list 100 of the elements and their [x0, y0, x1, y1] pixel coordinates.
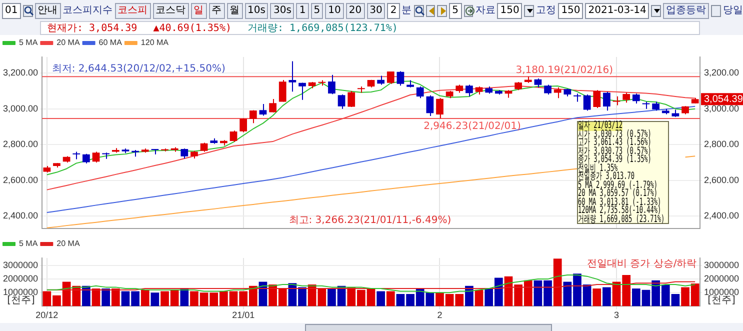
- text: 20: [346, 2, 365, 18]
- legend-label: 20 MA: [56, 239, 80, 248]
- text: 150: [558, 2, 584, 18]
- text: 일: [190, 2, 207, 18]
- candlestick: [161, 148, 168, 152]
- candlestick: [102, 152, 110, 160]
- legend-label: 120 MA: [140, 38, 170, 48]
- annotation: 거래량 1,669,085 (23.71%): [578, 214, 665, 224]
- annotation: 일자 21/03/12: [578, 120, 623, 131]
- bar: [82, 286, 90, 306]
- text: 고정: [536, 4, 556, 18]
- text: 3,054.39: [704, 94, 743, 105]
- annotation: 20 MA 3,059.57 (0.17%): [578, 188, 658, 199]
- annotation: 종가 3,054.39 (1.35%): [578, 154, 652, 165]
- text: 10: [325, 2, 344, 18]
- candlestick: [122, 148, 130, 154]
- x-tick-label: 21/01: [232, 310, 255, 320]
- text: 2: [387, 2, 400, 18]
- candlestick: [554, 86, 562, 99]
- candlestick: [82, 153, 90, 164]
- y-axis-title: [천주]: [7, 294, 35, 306]
- text: 30s: [270, 2, 294, 18]
- text: 현재가: 3,054.39: [47, 22, 138, 35]
- text: 안내: [34, 2, 61, 18]
- text: 5: [310, 2, 324, 18]
- text: 주: [208, 2, 225, 18]
- candlestick: [318, 80, 326, 86]
- y-tick-label: 2,400.00: [2, 210, 38, 221]
- y2-tick-label: 2000000: [704, 274, 740, 284]
- bar: [602, 287, 611, 306]
- y-tick-label: 3,200.00: [2, 68, 38, 78]
- text: 자료: [475, 4, 496, 18]
- candlestick: [574, 93, 581, 102]
- x-tick-label: 2: [437, 310, 442, 320]
- y-tick-label: 3000000: [2, 260, 38, 270]
- candlestick: [298, 82, 306, 100]
- candlestick: [544, 84, 552, 96]
- y2-tick-label: 2,400.00: [704, 210, 740, 221]
- ref-line-label: 2,946.23(21/02/01): [424, 121, 521, 132]
- y-tick-label: 2000000: [2, 274, 38, 284]
- annotation: 시가 3,030.73 (0.57%): [578, 128, 652, 140]
- legend-label: 5 MA: [19, 239, 38, 248]
- y2-tick-label: 3,000.00: [704, 103, 740, 114]
- text: 10s: [244, 2, 268, 18]
- bar: [102, 288, 110, 306]
- candlestick: [446, 90, 454, 99]
- text: 분: [402, 4, 412, 18]
- x-tick-label: 20/12: [36, 310, 58, 320]
- candlestick: [132, 149, 139, 158]
- annotation: 전일대비 증가 상승/하락: [586, 258, 697, 270]
- y2-tick-label: 2,800.00: [704, 139, 740, 150]
- text: 코스피지수: [62, 4, 113, 18]
- candlestick: [43, 166, 51, 173]
- bar: [92, 288, 100, 306]
- x-tick-label: 3: [614, 310, 620, 320]
- bar: [376, 291, 385, 306]
- text: 5: [449, 2, 462, 18]
- ref-line-label: 3,180.19(21/02/16): [516, 65, 614, 76]
- annotation: 최고: 3,266.23(21/01/11,-6.49%): [288, 215, 452, 226]
- legend-label: 60 MA: [98, 38, 123, 48]
- candlestick: [691, 97, 699, 104]
- text: 거래량: 1,669,085(123.71%): [248, 22, 398, 35]
- text: 150: [497, 2, 522, 18]
- annotation: 최저: 2,644.53(20/12/02,+15.50%): [52, 64, 226, 75]
- y2-axis-title: [천주]: [708, 294, 736, 306]
- bar: [474, 290, 484, 306]
- text: 월: [226, 2, 243, 18]
- y-tick-label: 2,800.00: [2, 139, 38, 150]
- y-tick-label: 3,000.00: [2, 103, 38, 114]
- bar: [592, 288, 602, 306]
- annotation: 전일종가 3,013.70: [578, 171, 635, 182]
- bar: [111, 288, 120, 306]
- candlestick: [72, 151, 80, 160]
- candlestick: [564, 88, 572, 97]
- candlestick: [53, 162, 60, 168]
- text: 1: [296, 2, 309, 18]
- candlestick: [622, 92, 630, 104]
- text: 코스피: [114, 2, 151, 18]
- bar: [386, 291, 395, 306]
- candlestick: [456, 84, 464, 94]
- annotation: 120MA 2,735.58(-10.44%): [578, 205, 662, 216]
- candlestick: [524, 76, 532, 84]
- y2-tick-label: 3,200.00: [704, 68, 740, 78]
- legend-label: 20 MA: [56, 38, 80, 48]
- text: 2021-03-14: [585, 2, 650, 18]
- text: 01: [2, 2, 21, 18]
- text: 업종등락: [663, 2, 710, 18]
- y-tick-label: 2,600.00: [2, 174, 38, 185]
- text: 30: [366, 2, 386, 18]
- y2-tick-label: 2,600.00: [704, 174, 740, 185]
- annotation: 저가 3,030.73 (0.57%): [578, 146, 652, 156]
- bar: [180, 288, 189, 306]
- bar: [553, 258, 562, 306]
- text: ▲40.69(1.35%): [153, 22, 232, 34]
- candlestick: [357, 86, 365, 94]
- candlestick: [406, 80, 414, 88]
- y2-tick-label: 3000000: [704, 260, 740, 270]
- bar: [150, 292, 160, 306]
- bar: [140, 290, 150, 306]
- candlestick: [180, 148, 188, 160]
